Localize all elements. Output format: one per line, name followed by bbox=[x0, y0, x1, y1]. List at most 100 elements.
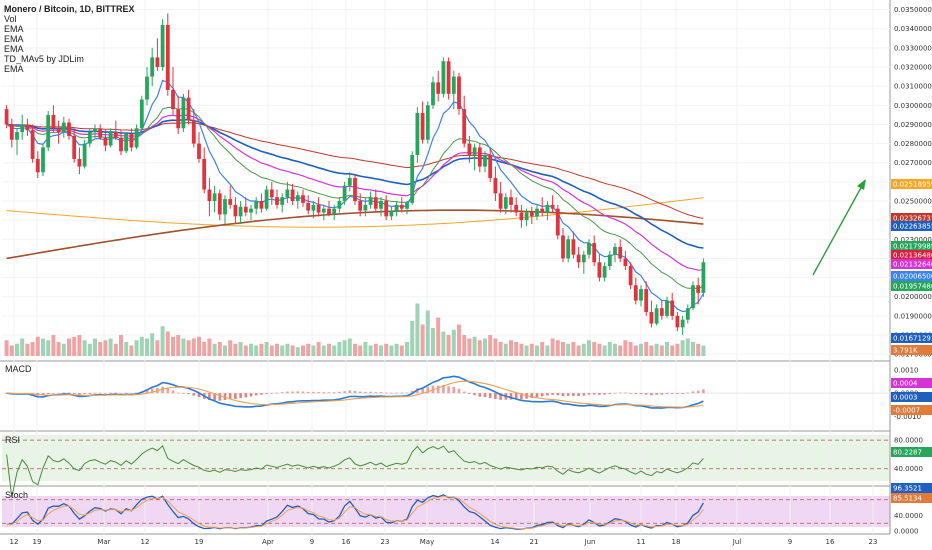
volume-bar bbox=[285, 343, 290, 356]
volume-bar bbox=[223, 345, 227, 356]
price-tag bbox=[891, 333, 932, 343]
macd-histogram-bar bbox=[358, 391, 362, 394]
macd-histogram-bar bbox=[499, 393, 502, 400]
volume-bar bbox=[373, 343, 378, 356]
candle-body bbox=[217, 193, 222, 215]
candle-body bbox=[160, 24, 165, 68]
x-tick-label: 18 bbox=[672, 538, 681, 546]
candle-body bbox=[446, 61, 451, 94]
candle-body bbox=[25, 124, 30, 131]
volume-bar bbox=[186, 340, 191, 356]
volume-bar bbox=[467, 338, 472, 356]
indicator-vol: Vol bbox=[4, 14, 17, 24]
rsi-tag bbox=[891, 447, 932, 457]
trend-arrowhead bbox=[857, 179, 866, 190]
macd-histogram-bar bbox=[265, 393, 268, 394]
macd-histogram-bar bbox=[249, 393, 253, 397]
candle-body bbox=[207, 189, 212, 202]
volume-bar bbox=[321, 345, 326, 356]
macd-histogram-bar bbox=[426, 386, 430, 394]
macd-histogram-bar bbox=[509, 393, 513, 400]
volume-bar bbox=[654, 343, 659, 356]
volume-bar bbox=[217, 342, 222, 356]
candle-body bbox=[389, 210, 394, 217]
candle-body bbox=[425, 105, 430, 140]
x-tick-label: 19 bbox=[195, 538, 204, 546]
candle-body bbox=[696, 285, 701, 293]
macd-histogram-bar bbox=[598, 393, 601, 395]
volume-bar bbox=[613, 343, 617, 356]
macd-histogram-bar bbox=[338, 391, 341, 394]
macd-histogram-bar bbox=[478, 393, 482, 397]
macd-histogram-bar bbox=[369, 391, 372, 394]
candle-body bbox=[238, 206, 243, 217]
volume-bar bbox=[535, 345, 539, 356]
volume-bar bbox=[46, 340, 51, 356]
macd-histogram-bar bbox=[395, 392, 398, 394]
candle-body bbox=[420, 112, 425, 140]
volume-bar bbox=[571, 342, 576, 356]
candle-body bbox=[285, 189, 290, 198]
macd-histogram-bar bbox=[494, 393, 497, 399]
macd-histogram-bar bbox=[343, 391, 346, 394]
volume-bar bbox=[524, 345, 529, 356]
candle-body bbox=[566, 239, 571, 259]
volume-bar bbox=[353, 343, 357, 356]
x-tick-label: 16 bbox=[826, 538, 835, 546]
volume-bar bbox=[514, 342, 519, 356]
candle-body bbox=[488, 155, 493, 179]
volume-bar bbox=[264, 342, 269, 356]
volume-bar bbox=[145, 338, 149, 356]
macd-histogram-bar bbox=[608, 393, 612, 394]
volume-bar bbox=[228, 340, 233, 356]
x-tick-label: 12 bbox=[141, 538, 150, 546]
macd-histogram-bar bbox=[327, 392, 331, 394]
macd-histogram-bar bbox=[582, 393, 586, 396]
macd-histogram-bar bbox=[629, 393, 632, 394]
volume-bar bbox=[4, 340, 9, 356]
candle-body bbox=[399, 204, 404, 209]
volume-bar bbox=[197, 336, 201, 356]
volume-bar bbox=[691, 342, 695, 356]
candle-body bbox=[618, 246, 623, 259]
candle-body bbox=[77, 158, 82, 167]
volume-bar bbox=[685, 338, 690, 356]
macd-histogram-bar bbox=[660, 393, 664, 395]
candle-body bbox=[228, 199, 233, 205]
volume-bar bbox=[181, 338, 186, 356]
candle-body bbox=[67, 122, 71, 136]
macd-histogram-bar bbox=[317, 392, 320, 394]
candle-body bbox=[337, 201, 342, 209]
volume-bar bbox=[363, 342, 368, 356]
macd-tick-label: -0.0010 bbox=[894, 413, 921, 421]
candle-body bbox=[587, 243, 591, 255]
macd-histogram-bar bbox=[670, 393, 674, 394]
stoch-d-line bbox=[6, 495, 704, 530]
macd-histogram-bar bbox=[124, 392, 128, 394]
candle-body bbox=[15, 132, 19, 140]
candle-body bbox=[540, 208, 545, 213]
volume-bar bbox=[405, 342, 409, 356]
macd-histogram-bar bbox=[452, 386, 456, 394]
macd-histogram-bar bbox=[52, 393, 55, 394]
candle-body bbox=[514, 204, 519, 213]
macd-histogram-bar bbox=[691, 391, 695, 394]
volume-bar bbox=[93, 338, 97, 356]
macd-histogram-bar bbox=[702, 389, 705, 394]
candle-body bbox=[223, 199, 227, 215]
macd-histogram-bar bbox=[187, 393, 190, 395]
rsi-line bbox=[6, 444, 704, 498]
macd-histogram-bar bbox=[150, 388, 154, 394]
volume-bar bbox=[25, 343, 30, 356]
price-tag-label: 0.02326737 bbox=[893, 215, 932, 223]
symbol-title: Monero / Bitcoin, 1D, BITTREX bbox=[4, 4, 135, 14]
macd-histogram-bar bbox=[587, 393, 591, 395]
macd-histogram-bar bbox=[62, 392, 66, 394]
candle-body bbox=[670, 300, 675, 316]
volume-bar bbox=[311, 345, 316, 356]
